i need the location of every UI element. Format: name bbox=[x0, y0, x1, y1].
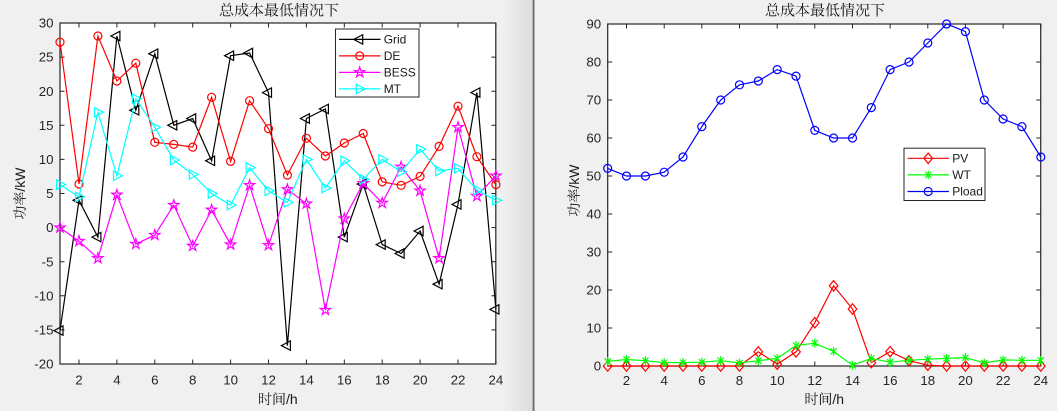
svg-text:10: 10 bbox=[223, 372, 238, 387]
svg-text:20: 20 bbox=[586, 283, 601, 298]
svg-text:30: 30 bbox=[586, 245, 601, 260]
svg-text:/: / bbox=[566, 185, 582, 189]
svg-text:40: 40 bbox=[586, 207, 601, 222]
svg-text:10: 10 bbox=[586, 321, 601, 336]
svg-text:20: 20 bbox=[39, 84, 54, 99]
svg-text:24: 24 bbox=[1033, 373, 1048, 388]
svg-text:70: 70 bbox=[586, 93, 601, 108]
svg-text:DE: DE bbox=[384, 49, 401, 63]
svg-text:W: W bbox=[566, 164, 582, 178]
svg-text:80: 80 bbox=[586, 55, 601, 70]
svg-text:14: 14 bbox=[299, 372, 314, 387]
svg-text:5: 5 bbox=[46, 186, 53, 201]
svg-text:-10: -10 bbox=[34, 288, 53, 303]
svg-text:10: 10 bbox=[39, 152, 54, 167]
svg-text:/: / bbox=[12, 188, 28, 192]
svg-text:h: h bbox=[290, 391, 298, 407]
svg-text:Pload: Pload bbox=[952, 185, 983, 199]
svg-text:2: 2 bbox=[75, 372, 82, 387]
svg-text:24: 24 bbox=[489, 372, 504, 387]
svg-text:8: 8 bbox=[736, 373, 743, 388]
svg-text:k: k bbox=[12, 180, 28, 188]
svg-text:12: 12 bbox=[807, 373, 822, 388]
svg-text:10: 10 bbox=[770, 373, 785, 388]
svg-text:22: 22 bbox=[451, 372, 466, 387]
svg-text:Grid: Grid bbox=[384, 33, 407, 47]
svg-text:16: 16 bbox=[883, 373, 898, 388]
svg-text:/: / bbox=[832, 391, 836, 407]
svg-text:14: 14 bbox=[845, 373, 860, 388]
svg-text:50: 50 bbox=[586, 169, 601, 184]
svg-text:h: h bbox=[836, 391, 844, 407]
svg-text:WT: WT bbox=[952, 168, 971, 182]
svg-text:0: 0 bbox=[594, 359, 601, 374]
svg-text:20: 20 bbox=[958, 373, 973, 388]
svg-text:22: 22 bbox=[996, 373, 1011, 388]
svg-text:0: 0 bbox=[46, 220, 53, 235]
svg-text:18: 18 bbox=[920, 373, 935, 388]
svg-text:-5: -5 bbox=[42, 254, 54, 269]
svg-text:25: 25 bbox=[39, 50, 54, 65]
svg-text:4: 4 bbox=[660, 373, 667, 388]
svg-text:30: 30 bbox=[39, 16, 54, 31]
svg-text:12: 12 bbox=[261, 372, 276, 387]
svg-text:20: 20 bbox=[413, 372, 428, 387]
svg-text:2: 2 bbox=[623, 373, 630, 388]
svg-text:16: 16 bbox=[337, 372, 352, 387]
svg-text:18: 18 bbox=[375, 372, 390, 387]
svg-text:6: 6 bbox=[698, 373, 705, 388]
svg-text:MT: MT bbox=[384, 82, 402, 96]
svg-text:k: k bbox=[566, 177, 582, 185]
svg-text:-15: -15 bbox=[34, 323, 53, 338]
svg-text:4: 4 bbox=[113, 372, 120, 387]
svg-text:W: W bbox=[12, 167, 28, 181]
svg-text:90: 90 bbox=[586, 17, 601, 32]
svg-text:8: 8 bbox=[189, 372, 196, 387]
svg-text:/: / bbox=[286, 391, 290, 407]
svg-text:60: 60 bbox=[586, 131, 601, 146]
svg-text:6: 6 bbox=[151, 372, 158, 387]
svg-text:15: 15 bbox=[39, 118, 54, 133]
svg-text:BESS: BESS bbox=[384, 66, 416, 80]
svg-text:-20: -20 bbox=[34, 357, 53, 372]
svg-text:PV: PV bbox=[952, 152, 968, 166]
